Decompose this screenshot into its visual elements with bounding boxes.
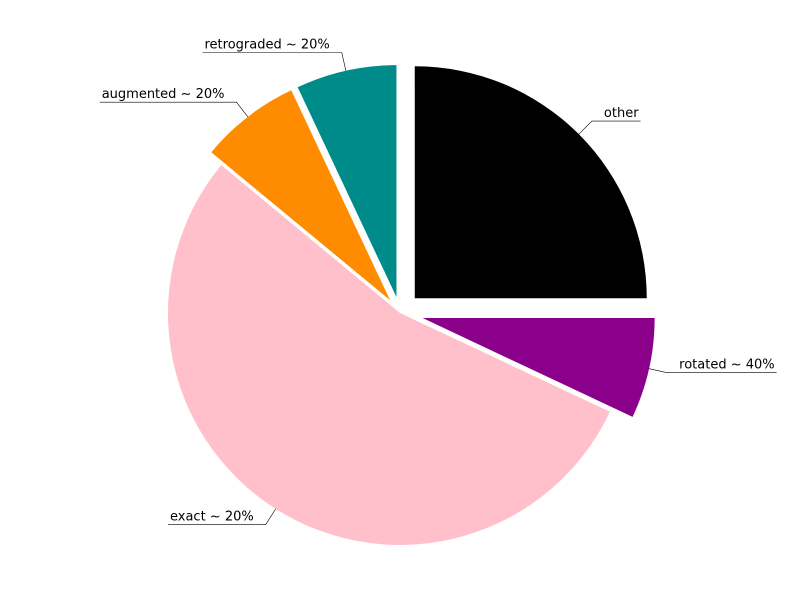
pie-leader-rotated-40 xyxy=(648,368,676,374)
pie-slice-rotated-40 xyxy=(422,318,655,417)
pie-leader-exact-20 xyxy=(257,508,276,525)
pie-label-retrograded-20: retrograded ~ 20% xyxy=(205,38,330,53)
pie-label-rotated-40: rotated ~ 40% xyxy=(679,358,774,373)
pie-leader-other xyxy=(578,120,600,135)
pie-leader-augmented-20 xyxy=(228,101,249,118)
pie-label-exact-20: exact ~ 20% xyxy=(170,510,254,525)
pie-slices xyxy=(167,65,655,546)
pie-slice-augmented-20 xyxy=(211,90,391,301)
pie-labels: other rotated ~ 40% exact ~ 20% augmented ~… xyxy=(99,38,777,525)
pie-label-other: other xyxy=(604,106,639,121)
pie-slice-retrograded-20 xyxy=(297,65,397,298)
pie-leader-retrograded-20 xyxy=(333,52,347,71)
pie-slice-other xyxy=(414,66,647,299)
pie-slice-exact-20 xyxy=(167,165,610,546)
pie-label-augmented-20: augmented ~ 20% xyxy=(102,87,225,102)
